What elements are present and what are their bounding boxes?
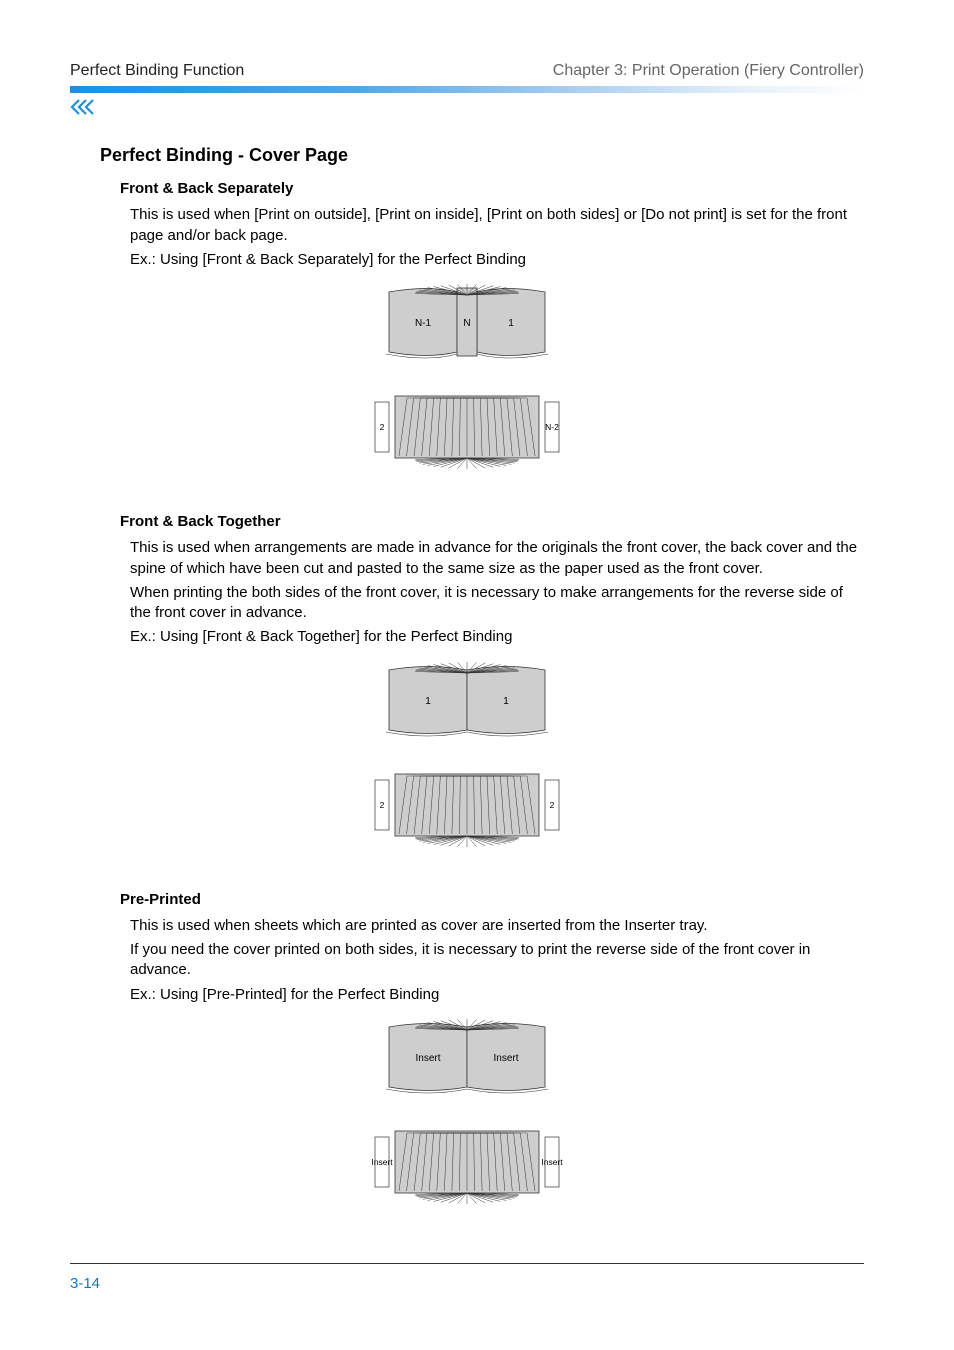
header-chapter: Chapter 3: Print Operation (Fiery Contro… [553, 60, 864, 82]
page-number: 3-14 [70, 1275, 100, 1292]
svg-text:2: 2 [550, 800, 555, 810]
page-footer: 3-14 [70, 1263, 864, 1294]
page-header: Perfect Binding Function Chapter 3: Prin… [70, 60, 864, 82]
section-heading-separately: Front & Back Separately [120, 179, 864, 199]
diagram-preprinted: Insert Insert Insert Insert [70, 1013, 864, 1223]
svg-text:2: 2 [380, 800, 385, 810]
svg-text:1: 1 [503, 696, 509, 707]
diagram-together: 1 1 2 2 [70, 656, 864, 866]
svg-text:Insert: Insert [493, 1053, 518, 1064]
svg-text:1: 1 [425, 696, 431, 707]
svg-text:N-1: N-1 [415, 318, 432, 329]
svg-text:1: 1 [508, 318, 514, 329]
back-chevron-icon[interactable] [70, 99, 864, 121]
section-body: When printing the both sides of the fron… [130, 583, 864, 624]
section-example: Ex.: Using [Pre-Printed] for the Perfect… [130, 985, 864, 1005]
section-body: This is used when sheets which are print… [130, 916, 864, 936]
svg-text:2: 2 [380, 422, 385, 432]
svg-text:Insert: Insert [541, 1157, 563, 1167]
section-example: Ex.: Using [Front & Back Separately] for… [130, 250, 864, 270]
section-heading-preprinted: Pre-Printed [120, 890, 864, 910]
section-body: This is used when [Print on outside], [P… [130, 205, 864, 246]
header-section: Perfect Binding Function [70, 60, 244, 82]
header-gradient-bar [70, 86, 864, 93]
svg-text:N-2: N-2 [545, 422, 559, 432]
section-body: This is used when arrangements are made … [130, 538, 864, 579]
svg-text:N: N [463, 318, 470, 329]
section-heading-together: Front & Back Together [120, 512, 864, 532]
section-body: If you need the cover printed on both si… [130, 940, 864, 981]
svg-text:Insert: Insert [415, 1053, 440, 1064]
section-example: Ex.: Using [Front & Back Together] for t… [130, 627, 864, 647]
page-title: Perfect Binding - Cover Page [100, 143, 864, 167]
diagram-separately: N-1 N 1 2 N-2 [70, 278, 864, 488]
svg-text:Insert: Insert [371, 1157, 393, 1167]
